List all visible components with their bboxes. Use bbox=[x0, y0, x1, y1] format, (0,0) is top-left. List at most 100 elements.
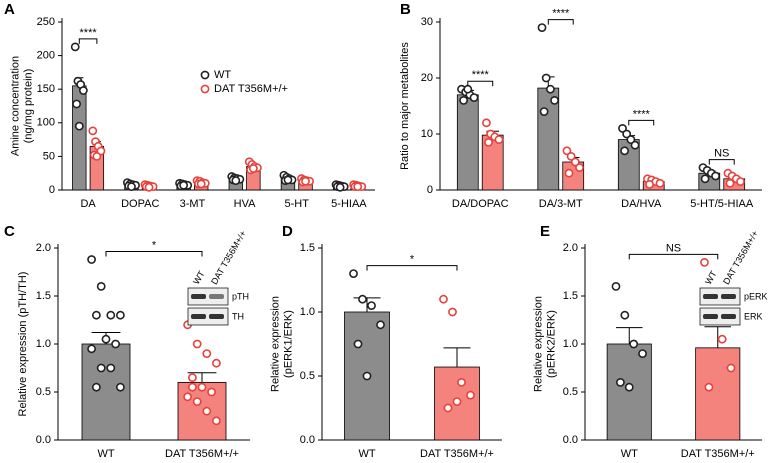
y-tick-label: 0 bbox=[427, 184, 433, 196]
x-tick-label: WT bbox=[97, 448, 114, 460]
y-tick-label: 0.0 bbox=[36, 434, 51, 446]
data-point bbox=[74, 121, 84, 131]
x-tick-label: 5-HT/5-HIAA bbox=[690, 198, 754, 210]
significance-bracket bbox=[628, 253, 719, 260]
data-point bbox=[575, 163, 584, 172]
data-point bbox=[72, 99, 81, 109]
data-point bbox=[570, 157, 580, 167]
data-point bbox=[443, 403, 453, 413]
data-point bbox=[197, 382, 207, 392]
data-point bbox=[537, 23, 547, 32]
data-point bbox=[616, 377, 625, 387]
y-tick-label: 20 bbox=[421, 72, 433, 84]
blot-band bbox=[703, 314, 718, 319]
data-point bbox=[376, 320, 385, 330]
data-point bbox=[192, 339, 202, 349]
significance-label: **** bbox=[633, 108, 651, 120]
legend-marker bbox=[200, 70, 210, 80]
blot-band bbox=[191, 314, 206, 319]
data-point bbox=[484, 137, 493, 147]
error-bar bbox=[353, 297, 381, 312]
data-point bbox=[301, 176, 310, 186]
x-tick-label: DA/3-MT bbox=[539, 198, 583, 210]
legend-marker bbox=[200, 84, 210, 94]
bar bbox=[695, 347, 741, 441]
data-point bbox=[96, 363, 106, 373]
data-point bbox=[564, 168, 574, 178]
blot-row-label: pTH bbox=[232, 291, 249, 301]
blot-frame bbox=[187, 287, 229, 306]
blot-frame bbox=[187, 307, 229, 326]
significance-label: **** bbox=[80, 27, 98, 39]
data-point bbox=[618, 123, 627, 133]
y-axis-label: Relative expression (pTH/TH) bbox=[17, 272, 29, 417]
blot-band bbox=[721, 314, 736, 319]
data-point bbox=[539, 107, 549, 116]
y-tick-label: 1.5 bbox=[300, 242, 315, 254]
data-point bbox=[335, 182, 345, 192]
y-axis-label: (ng/mg protein) bbox=[22, 69, 34, 144]
data-point bbox=[725, 178, 735, 188]
significance-bracket bbox=[547, 19, 574, 25]
data-point bbox=[620, 146, 629, 156]
significance-bracket bbox=[708, 159, 735, 165]
blot-band bbox=[209, 294, 224, 299]
data-point bbox=[96, 281, 106, 291]
x-tick-label: WT bbox=[358, 448, 375, 460]
x-tick-label: DAT T356M+/+ bbox=[165, 448, 239, 460]
data-point bbox=[87, 255, 96, 264]
y-axis-label: Ratio to major metabolites bbox=[399, 42, 411, 170]
data-point bbox=[545, 84, 555, 94]
panel-label: B bbox=[400, 1, 411, 18]
data-point bbox=[622, 129, 632, 139]
y-tick-label: 2.0 bbox=[36, 242, 51, 254]
data-point bbox=[469, 93, 479, 102]
y-axis-label: (pERK2/ERK) bbox=[545, 310, 557, 378]
y-tick-label: 200 bbox=[37, 50, 55, 62]
y-axis-label: (pERK1/ERK) bbox=[282, 310, 294, 378]
blot-band bbox=[209, 314, 224, 319]
data-point bbox=[127, 182, 136, 192]
x-tick-label: 5-HT bbox=[285, 198, 310, 210]
data-point bbox=[211, 358, 221, 368]
data-point bbox=[196, 179, 206, 189]
data-point bbox=[620, 310, 630, 320]
blot-row-label: TH bbox=[232, 311, 244, 321]
significance-bracket bbox=[78, 38, 98, 44]
x-tick-label: DAT T356M+/+ bbox=[420, 448, 494, 460]
blot-row-label: pERK bbox=[744, 291, 768, 301]
legend-label: DAT T356M+/+ bbox=[214, 83, 288, 95]
y-tick-label: 0.0 bbox=[563, 434, 578, 446]
data-point bbox=[466, 390, 475, 400]
data-point bbox=[101, 334, 111, 344]
significance-bracket bbox=[105, 251, 203, 257]
x-tick-label: DA/HVA bbox=[621, 198, 662, 210]
data-point bbox=[211, 416, 221, 426]
data-point bbox=[717, 334, 727, 344]
data-point bbox=[202, 349, 212, 358]
y-tick-label: 0.0 bbox=[300, 434, 315, 446]
y-tick-label: 1.0 bbox=[36, 338, 51, 350]
significance-bracket bbox=[467, 80, 494, 87]
data-point bbox=[626, 135, 636, 144]
blot-frame bbox=[699, 287, 741, 306]
y-tick-label: 10 bbox=[421, 128, 433, 140]
data-point bbox=[106, 363, 116, 373]
y-axis-label: Amine concentration bbox=[9, 56, 21, 156]
significance-label: * bbox=[152, 239, 157, 251]
data-point bbox=[367, 301, 376, 310]
y-tick-label: 250 bbox=[37, 16, 55, 28]
x-tick-label: 5-HIAA bbox=[331, 198, 367, 210]
data-point bbox=[711, 171, 720, 181]
x-tick-label: DOPAC bbox=[121, 198, 159, 210]
x-tick-label: 3-MT bbox=[180, 198, 206, 210]
data-point bbox=[358, 294, 367, 304]
legend-label: WT bbox=[214, 69, 231, 81]
data-point bbox=[700, 257, 709, 267]
data-point bbox=[624, 382, 634, 392]
y-tick-label: 0.5 bbox=[36, 386, 51, 398]
x-tick-label: DA bbox=[80, 198, 96, 210]
data-point bbox=[448, 307, 457, 317]
panel-label: C bbox=[4, 223, 15, 240]
